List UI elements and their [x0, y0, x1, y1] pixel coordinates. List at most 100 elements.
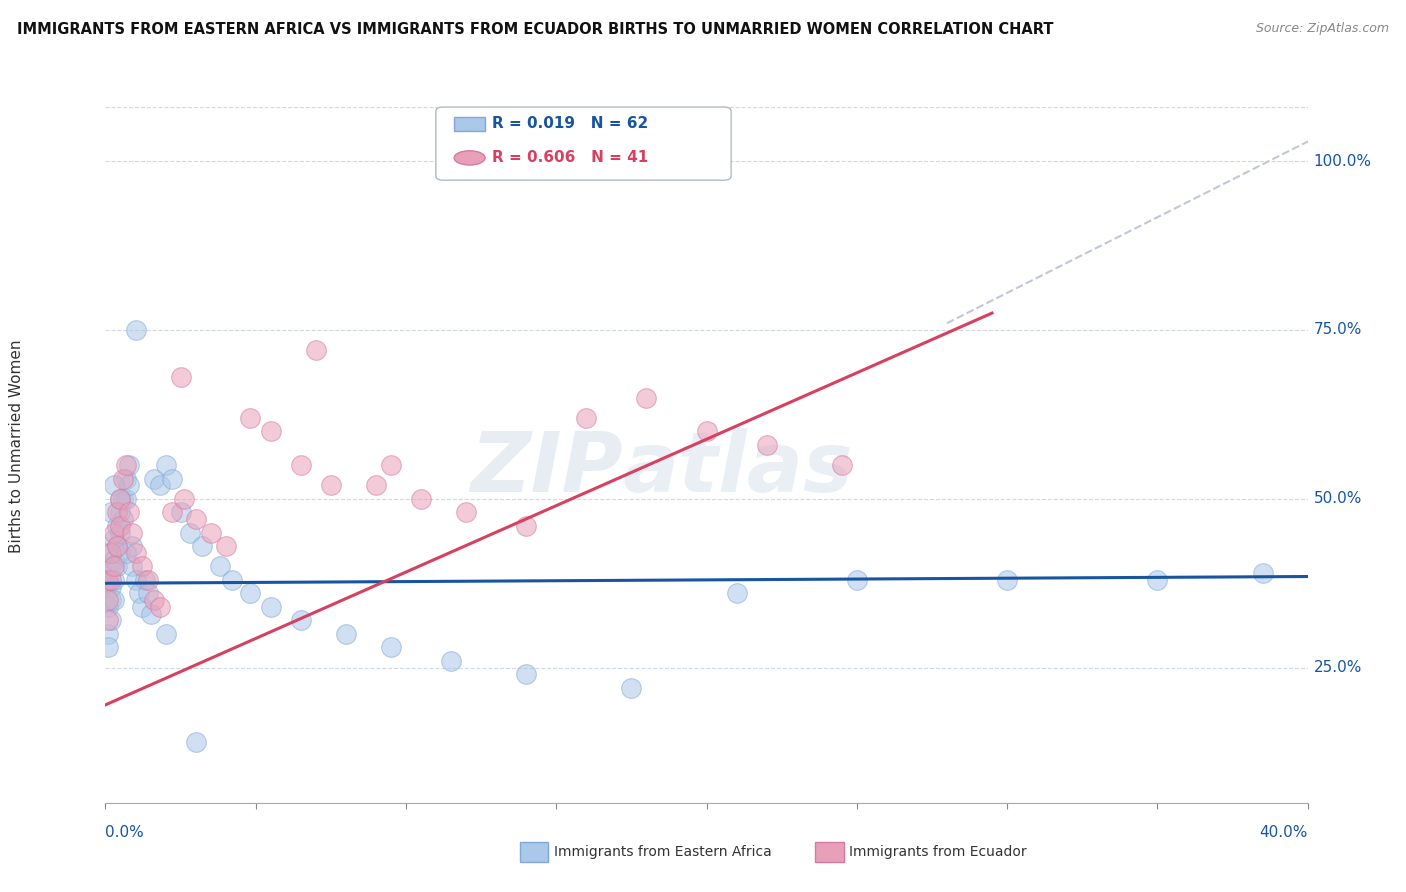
Point — [110, 525, 132, 540]
Point — [134, 573, 156, 587]
Point — [169, 370, 191, 384]
Text: 75.0%: 75.0% — [1313, 322, 1362, 337]
Point — [142, 593, 165, 607]
Point — [112, 472, 135, 486]
Point — [103, 478, 125, 492]
Point — [107, 505, 129, 519]
Point — [97, 546, 120, 560]
Point — [200, 525, 222, 540]
Point — [112, 512, 135, 526]
Point — [142, 472, 165, 486]
Point — [100, 505, 122, 519]
Point — [184, 735, 207, 749]
Point — [112, 491, 135, 506]
Point — [107, 539, 129, 553]
Point — [115, 458, 138, 472]
Point — [221, 573, 243, 587]
Text: 50.0%: 50.0% — [1313, 491, 1362, 507]
Point — [110, 519, 132, 533]
Point — [100, 614, 122, 628]
Point — [115, 491, 138, 506]
Text: R = 0.019   N = 62: R = 0.019 N = 62 — [492, 117, 648, 131]
Point — [260, 424, 283, 438]
Point — [110, 491, 132, 506]
Point — [97, 599, 120, 614]
Point — [97, 640, 120, 655]
Point — [160, 505, 183, 519]
Point — [103, 559, 125, 574]
Point — [515, 519, 537, 533]
Point — [124, 573, 146, 587]
Text: R = 0.606   N = 41: R = 0.606 N = 41 — [492, 151, 648, 165]
Point — [380, 458, 402, 472]
Point — [97, 627, 120, 641]
Point — [239, 586, 262, 600]
Point — [118, 478, 141, 492]
Point — [121, 539, 143, 553]
Point — [409, 491, 432, 506]
Point — [364, 478, 387, 492]
Point — [184, 512, 207, 526]
Point — [454, 505, 477, 519]
Point — [118, 458, 141, 472]
Point — [100, 580, 122, 594]
Point — [118, 505, 141, 519]
Point — [575, 410, 598, 425]
Point — [103, 552, 125, 566]
Point — [845, 573, 868, 587]
Point — [515, 667, 537, 681]
Point — [214, 539, 236, 553]
Point — [115, 472, 138, 486]
Point — [97, 573, 120, 587]
Point — [100, 573, 122, 587]
Point — [173, 491, 195, 506]
Point — [97, 573, 120, 587]
Point — [319, 478, 342, 492]
Text: Source: ZipAtlas.com: Source: ZipAtlas.com — [1256, 22, 1389, 36]
Point — [139, 607, 162, 621]
Point — [121, 559, 143, 574]
Point — [128, 586, 150, 600]
Point — [155, 627, 177, 641]
Point — [169, 505, 191, 519]
Point — [160, 472, 183, 486]
Point — [335, 627, 357, 641]
Point — [107, 539, 129, 553]
Point — [121, 525, 143, 540]
Text: atlas: atlas — [623, 428, 853, 509]
Text: 0.0%: 0.0% — [105, 825, 145, 840]
Point — [148, 599, 170, 614]
Point — [725, 586, 748, 600]
Point — [190, 539, 212, 553]
Point — [124, 323, 146, 337]
Point — [115, 546, 138, 560]
Point — [1146, 573, 1168, 587]
Point — [100, 546, 122, 560]
Point — [440, 654, 463, 668]
Text: Births to Unmarried Women: Births to Unmarried Women — [10, 339, 24, 553]
Text: 100.0%: 100.0% — [1313, 153, 1372, 169]
Point — [136, 573, 159, 587]
Point — [103, 525, 125, 540]
Point — [155, 458, 177, 472]
Point — [260, 599, 283, 614]
Text: IMMIGRANTS FROM EASTERN AFRICA VS IMMIGRANTS FROM ECUADOR BIRTHS TO UNMARRIED WO: IMMIGRANTS FROM EASTERN AFRICA VS IMMIGR… — [17, 22, 1053, 37]
Point — [107, 519, 129, 533]
Point — [110, 491, 132, 506]
Point — [97, 614, 120, 628]
Point — [696, 424, 718, 438]
Point — [100, 593, 122, 607]
Point — [131, 599, 153, 614]
Point — [136, 586, 159, 600]
Point — [620, 681, 643, 695]
Point — [97, 593, 120, 607]
Text: ZIP: ZIP — [470, 428, 623, 509]
Point — [305, 343, 328, 358]
Point — [124, 546, 146, 560]
Point — [636, 391, 658, 405]
Point — [100, 559, 122, 574]
Text: Immigrants from Ecuador: Immigrants from Ecuador — [849, 845, 1026, 859]
Point — [208, 559, 231, 574]
Point — [239, 410, 262, 425]
Point — [107, 559, 129, 574]
